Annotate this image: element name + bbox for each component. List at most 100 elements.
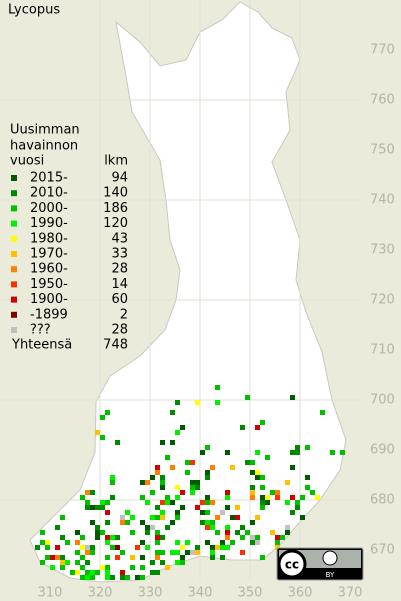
record-square: [205, 470, 210, 475]
record-square: [260, 485, 265, 490]
record-square: [155, 465, 160, 470]
record-square: [85, 545, 90, 550]
record-square: [250, 485, 255, 490]
record-square: [180, 425, 185, 430]
record-square: [135, 575, 140, 580]
record-square: [205, 510, 210, 515]
record-square: [215, 400, 220, 405]
legend-heading: Uusimman: [10, 123, 80, 138]
record-square: [230, 515, 235, 520]
cc-icon: [277, 549, 307, 579]
record-square: [110, 535, 115, 540]
legend-label: 1990-: [30, 216, 68, 231]
record-square: [165, 455, 170, 460]
legend-count: 186: [103, 201, 128, 216]
record-square: [90, 575, 95, 580]
legend-label: -1899: [30, 307, 68, 322]
record-square: [80, 565, 85, 570]
record-square: [305, 475, 310, 480]
record-square: [315, 495, 320, 500]
record-square: [240, 525, 245, 530]
y-axis-label: 680: [370, 493, 395, 508]
record-square: [85, 570, 90, 575]
record-square: [150, 490, 155, 495]
y-axis-label: 720: [370, 293, 395, 308]
record-square: [145, 480, 150, 485]
legend-swatch: [11, 220, 17, 227]
legend-swatch: [11, 266, 17, 273]
legend-label: 2010-: [30, 186, 68, 201]
record-square: [75, 540, 80, 545]
record-square: [160, 560, 165, 565]
record-square: [95, 570, 100, 575]
record-square: [260, 495, 265, 500]
y-axis-label: 770: [370, 43, 395, 58]
record-square: [180, 505, 185, 510]
record-square: [250, 535, 255, 540]
record-square: [245, 530, 250, 535]
record-square: [255, 535, 260, 540]
record-square: [290, 465, 295, 470]
record-square: [45, 540, 50, 545]
legend-swatch: [11, 251, 17, 257]
record-square: [235, 505, 240, 510]
record-square: [140, 540, 145, 545]
record-square: [110, 475, 115, 480]
record-square: [40, 540, 45, 545]
record-square: [250, 540, 255, 545]
record-square: [100, 500, 105, 505]
record-square: [205, 475, 210, 480]
record-square: [125, 520, 130, 525]
record-square: [215, 385, 220, 390]
record-square: [165, 565, 170, 570]
record-square: [180, 490, 185, 495]
record-square: [255, 425, 260, 430]
record-square: [105, 570, 110, 575]
record-square: [165, 525, 170, 530]
record-square: [200, 500, 205, 505]
legend-label: 1980-: [30, 231, 68, 246]
cc-text: cc: [285, 558, 299, 572]
record-square: [245, 460, 250, 465]
record-square: [210, 500, 215, 505]
y-axis-label: 710: [370, 343, 395, 358]
record-square: [105, 535, 110, 540]
record-square: [165, 495, 170, 500]
record-square: [115, 545, 120, 550]
record-square: [115, 440, 120, 445]
record-square: [130, 555, 135, 560]
legend-label: ???: [30, 323, 51, 338]
record-square: [145, 545, 150, 550]
record-square: [125, 575, 130, 580]
record-square: [160, 535, 165, 540]
record-square: [60, 555, 65, 560]
record-square: [175, 515, 180, 520]
legend-count: 94: [111, 171, 128, 186]
record-square: [220, 510, 225, 515]
record-square: [210, 525, 215, 530]
record-square: [100, 415, 105, 420]
record-square: [40, 560, 45, 565]
record-square: [190, 480, 195, 485]
record-square: [185, 550, 190, 555]
record-square: [160, 550, 165, 555]
record-square: [255, 475, 260, 480]
record-square: [75, 550, 80, 555]
legend-count: 33: [111, 247, 128, 262]
record-square: [105, 540, 110, 545]
record-square: [155, 570, 160, 575]
record-square: [55, 545, 60, 550]
record-square: [225, 545, 230, 550]
record-square: [95, 525, 100, 530]
record-square: [250, 460, 255, 465]
record-square: [290, 395, 295, 400]
record-square: [190, 550, 195, 555]
record-square: [105, 575, 110, 580]
record-square: [240, 550, 245, 555]
record-square: [210, 520, 215, 525]
record-square: [45, 555, 50, 560]
record-square: [175, 560, 180, 565]
record-square: [200, 520, 205, 525]
record-square: [220, 555, 225, 560]
x-axis-label: 320: [88, 586, 113, 601]
